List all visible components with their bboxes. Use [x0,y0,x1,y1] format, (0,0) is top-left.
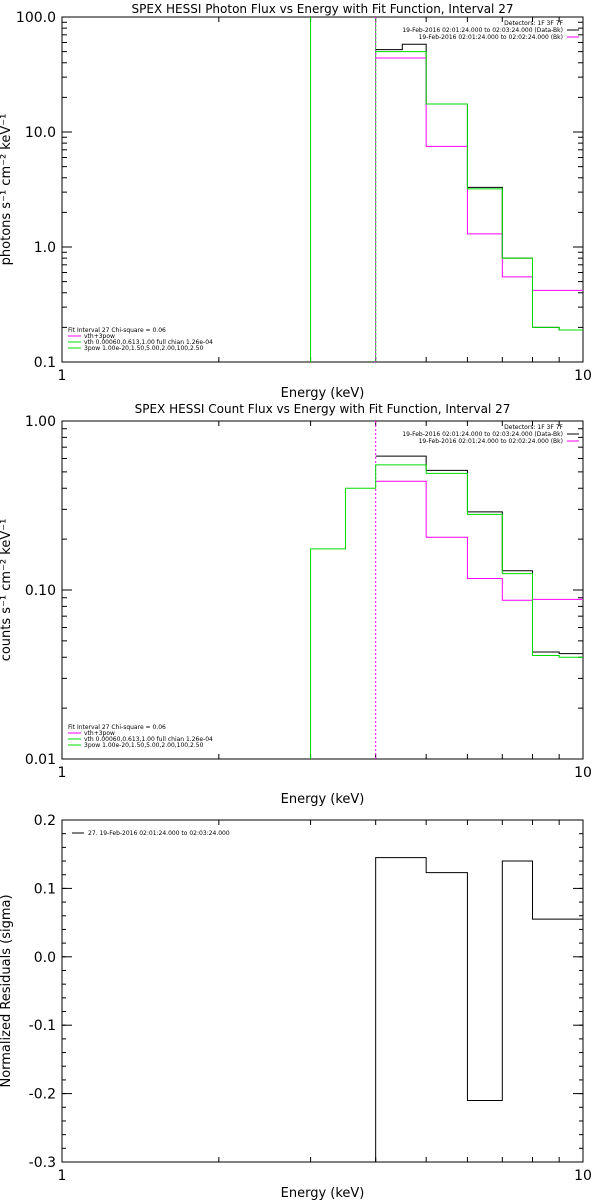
x-tick-label: 1 [58,1168,67,1184]
legend-lower-entry: Fit Interval 27 Chi-square = 0.06 [68,724,166,731]
y-tick-label: 1.0 [34,240,56,256]
y-tick-label: 0.1 [34,881,56,897]
legend-residual-entry: 27. 19-Feb-2016 02:01:24.000 to 02:03:24… [88,830,230,837]
series-total-line [375,57,583,291]
x-axis-title: Energy (keV) [281,792,365,807]
plot-area [310,17,583,362]
y-tick-label: 0.1 [34,355,56,371]
x-tick-label: 1 [58,368,67,384]
y-axis-title: photons s⁻¹ cm⁻² keV⁻¹ [0,114,14,266]
legend-lower-entry: Fit Interval 27 Chi-square = 0.06 [68,327,166,334]
chart-panel-2: SPEX HESSI Count Flux vs Energy with Fit… [0,402,592,807]
y-tick-label: 0.01 [25,752,56,768]
legend-lower-entry: vth+3pow [84,730,115,737]
series-thermal-line [375,51,583,331]
y-tick-label: 0.10 [25,583,56,599]
y-tick-label: 0.2 [34,813,56,829]
axes-frame [61,16,584,363]
y-tick-label: 0.0 [34,950,56,966]
legend-lower-entry: vth 0.00060,0.613,1.00 full chian 1.26e-… [84,339,213,346]
legend-upper-entry: Detectors: 1F 3F 7F [504,20,563,27]
y-tick-label: -0.3 [29,1155,56,1171]
y-tick-label: -0.2 [29,1087,56,1103]
legend-lower-entry: vth+3pow [84,333,115,340]
legend-upper-entry: 19-Feb-2016 02:01:24.000 to 02:03:24.000… [402,27,563,34]
y-tick-label: 10.0 [25,125,56,141]
y-tick-label: 100.0 [16,10,56,26]
x-tick-label: 10 [574,765,592,781]
series-total-line [375,480,583,601]
plot-area [375,857,583,1162]
x-tick-label: 1 [58,765,67,781]
y-axis-title: Normalized Residuals (sigma) [0,894,14,1087]
legend-lower-entry: vth 0.00060,0.613,1.00 full chian 1.26e-… [84,736,213,743]
y-axis-title: counts s⁻¹ cm⁻² keV⁻¹ [0,519,14,662]
x-axis-title: Energy (keV) [281,386,365,401]
series-data-line [375,43,583,331]
x-tick-label: 10 [574,368,592,384]
chart-panel-3: 1 10 0.2 0.1 0.0 -0.1 -0.2 -0.3 Energy (keV) Norm… [0,813,592,1200]
chart-title: SPEX HESSI Photon Flux vs Energy with Fi… [132,2,514,16]
plot-area [310,421,583,759]
axes-frame [61,420,584,760]
series-residual-line [375,857,583,1162]
legend-upper-entry: 19-Feb-2016 02:01:24.000 to 02:03:24.000… [402,431,563,438]
y-tick-label: -0.1 [29,1018,56,1034]
series-data-line [375,455,583,655]
legend-upper-entry: 19-Feb-2016 02:01:24.000 to 02:02:24.000… [419,34,563,41]
x-tick-label: 10 [574,1168,592,1184]
legend-lower-entry: 3pow 1.00e-20,1.50,5.00,2.00,100,2.50 [84,742,204,749]
x-axis-title: Energy (keV) [281,1186,365,1200]
chart-title: SPEX HESSI Count Flux vs Energy with Fit… [135,402,511,416]
axes-frame [61,819,584,1163]
legend-upper-entry: Detectors: 1F 3F 7F [504,424,563,431]
legend-upper-entry: 19-Feb-2016 02:01:24.000 to 02:02:24.000… [419,438,563,445]
y-tick-label: 1.00 [25,414,56,430]
legend-lower-entry: 3pow 1.00e-20,1.50,5.00,2.00,100,2.50 [84,345,204,352]
series-thermal-line [310,464,583,759]
chart-panel-1: SPEX HESSI Photon Flux vs Energy with Fi… [0,2,592,401]
